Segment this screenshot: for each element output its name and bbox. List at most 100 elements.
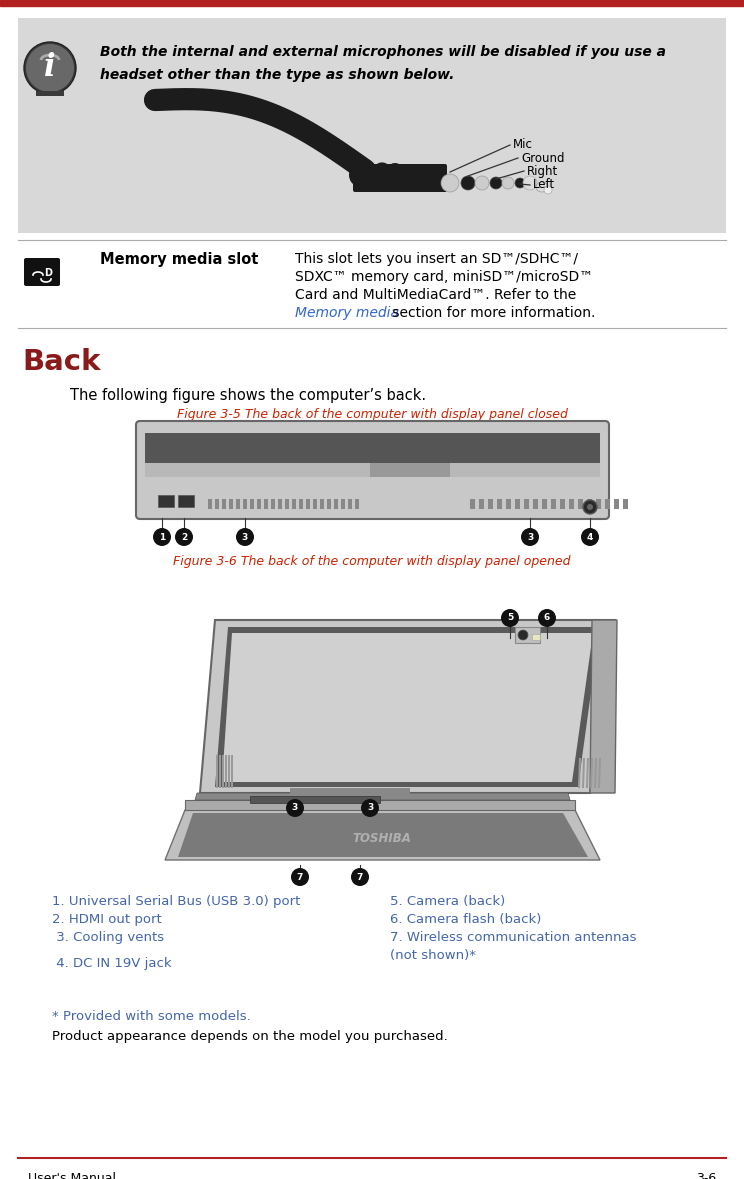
Polygon shape [290,788,410,795]
Ellipse shape [536,182,548,192]
Bar [506,499,511,509]
Text: 1. Universal Serial Bus (USB 3.0) port: 1. Universal Serial Bus (USB 3.0) port [52,895,301,908]
Bar [497,499,502,509]
Bar [299,499,303,509]
Text: Product appearance depends on the model you purchased.: Product appearance depends on the model … [52,1030,448,1043]
Polygon shape [185,801,575,810]
Text: This slot lets you insert an SD™/SDHC™/: This slot lets you insert an SD™/SDHC™/ [295,252,578,266]
Circle shape [501,610,519,627]
Ellipse shape [461,176,475,190]
Bar [178,495,194,507]
Circle shape [351,868,369,885]
Bar [596,499,601,509]
Polygon shape [219,755,221,788]
Bar [257,499,261,509]
Polygon shape [225,755,227,788]
Ellipse shape [515,178,525,187]
Ellipse shape [371,163,393,187]
Text: 6. Camera flash (back): 6. Camera flash (back) [390,913,542,926]
Ellipse shape [544,186,552,195]
Polygon shape [195,793,570,801]
Bar [569,499,574,509]
FancyBboxPatch shape [24,258,60,286]
Text: section for more information.: section for more information. [388,307,595,320]
Bar [327,499,331,509]
Polygon shape [582,758,585,788]
Text: Back: Back [22,348,100,376]
Bar [551,499,556,509]
Circle shape [24,42,76,94]
Ellipse shape [360,163,380,187]
Text: 3: 3 [527,533,533,541]
Text: Figure 3-6 The back of the computer with display panel opened: Figure 3-6 The back of the computer with… [173,555,571,568]
Bar [285,499,289,509]
Text: 2. HDMI out port: 2. HDMI out port [52,913,161,926]
Text: Left: Left [533,178,555,191]
Bar [264,499,268,509]
Polygon shape [228,755,230,788]
Text: 2: 2 [181,533,187,541]
Bar [355,499,359,509]
Text: 3. Cooling vents: 3. Cooling vents [52,931,164,944]
Text: 7: 7 [357,872,363,882]
Text: i: i [44,52,56,83]
Bar [250,499,254,509]
Bar [278,499,282,509]
Bar [292,499,296,509]
Text: Ground: Ground [521,151,565,165]
Text: Card and MultiMediaCard™. Refer to the: Card and MultiMediaCard™. Refer to the [295,288,577,302]
Ellipse shape [475,176,489,190]
FancyBboxPatch shape [136,421,609,519]
Circle shape [291,868,309,885]
Circle shape [153,528,171,546]
Bar [215,499,219,509]
Bar [229,499,233,509]
Circle shape [518,630,528,640]
Polygon shape [250,796,380,803]
Ellipse shape [349,164,367,186]
Polygon shape [586,758,589,788]
Circle shape [286,799,304,817]
Bar [145,433,600,463]
Text: Memory media: Memory media [295,307,399,320]
Text: 6: 6 [544,613,550,623]
Bar [18,18,726,233]
Text: 3: 3 [242,533,248,541]
Bar [334,499,338,509]
Text: 7. Wireless communication antennas: 7. Wireless communication antennas [390,931,637,944]
Circle shape [521,528,539,546]
Bar [208,499,212,509]
Bar [605,499,610,509]
Bar [479,499,484,509]
Bar [524,499,529,509]
Ellipse shape [385,163,405,187]
Circle shape [361,799,379,817]
Bar [560,499,565,509]
Bar [243,499,247,509]
Bar [515,627,540,643]
Polygon shape [222,633,593,782]
Circle shape [587,503,593,511]
Circle shape [583,500,597,514]
Circle shape [26,44,74,92]
Bar [623,499,628,509]
Bar [306,499,310,509]
Bar [236,499,240,509]
Text: Right: Right [527,165,558,178]
Text: User's Manual: User's Manual [28,1172,116,1179]
Circle shape [538,610,556,627]
Text: SDXC™ memory card, miniSD™/microSD™: SDXC™ memory card, miniSD™/microSD™ [295,270,593,284]
Text: Mic: Mic [513,138,533,151]
Polygon shape [590,758,593,788]
Text: D: D [44,268,52,278]
Text: 5: 5 [507,613,513,623]
Text: 3: 3 [292,804,298,812]
Bar [515,499,520,509]
Bar [0,0,744,6]
Polygon shape [598,758,601,788]
Polygon shape [178,814,588,857]
Bar [542,499,547,509]
Ellipse shape [502,177,514,189]
Bar [348,499,352,509]
Bar [341,499,345,509]
